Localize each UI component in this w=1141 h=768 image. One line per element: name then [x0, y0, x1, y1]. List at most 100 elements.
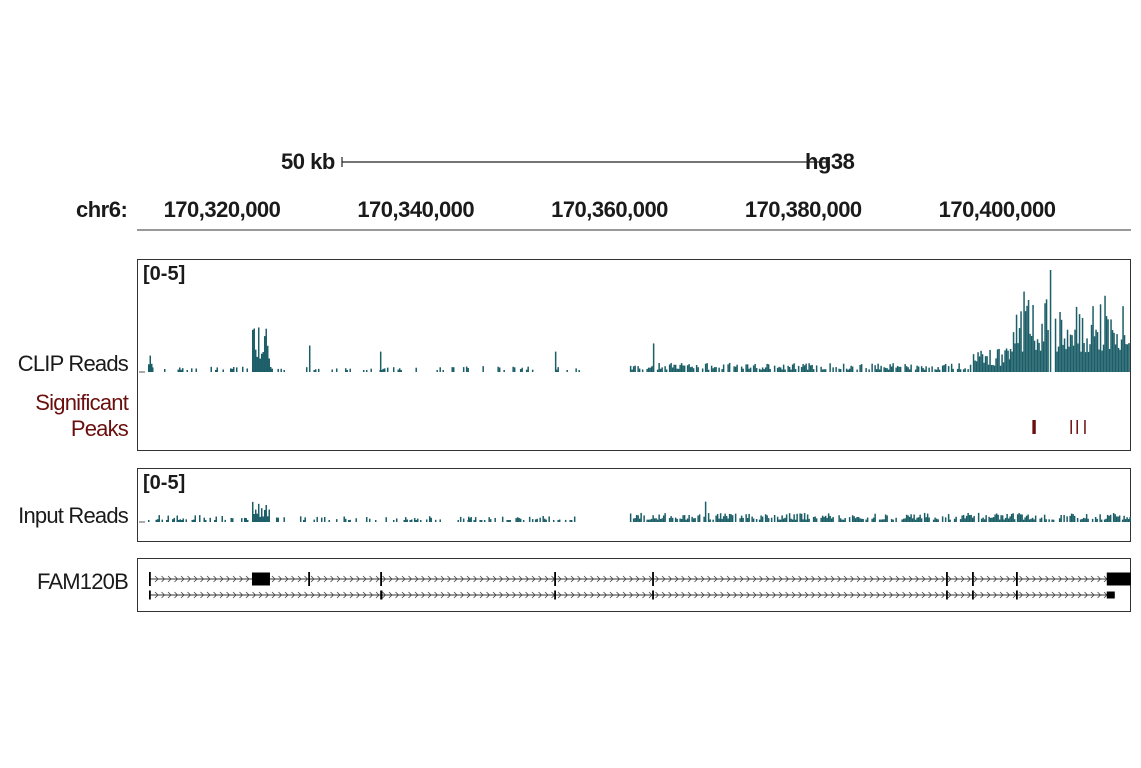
input-signal-bar — [892, 519, 894, 522]
input-signal-bar — [404, 517, 407, 522]
strand-arrow-icon — [876, 575, 881, 583]
strand-arrow-icon — [440, 575, 445, 583]
clip-signal-bar — [839, 369, 842, 372]
clip-signal-bar — [935, 369, 938, 372]
strand-arrow-icon — [570, 575, 575, 583]
strand-arrow-icon — [1038, 591, 1043, 599]
strand-arrow-icon — [778, 591, 783, 599]
strand-arrow-icon — [915, 591, 920, 599]
strand-arrow-icon — [869, 591, 874, 599]
strand-arrow-icon — [869, 575, 874, 583]
strand-arrow-icon — [356, 575, 361, 583]
strand-arrow-icon — [720, 575, 725, 583]
exon — [652, 572, 654, 586]
strand-arrow-icon — [856, 591, 861, 599]
input-signal-bar — [179, 519, 181, 522]
strand-arrow-icon — [479, 591, 484, 599]
strand-arrow-icon — [876, 591, 881, 599]
clip-signal-bar — [656, 369, 659, 372]
input-signal-bar — [881, 519, 884, 522]
clip-signal-bar — [1038, 342, 1040, 372]
strand-arrow-icon — [362, 591, 367, 599]
clip-signal-bar — [346, 370, 348, 372]
input-signal-bar — [988, 516, 990, 522]
clip-signal-spike — [554, 351, 557, 372]
clip-signal-bar — [1119, 349, 1121, 372]
clip-signal-bar — [808, 363, 810, 372]
clip-signal-bar — [977, 352, 979, 372]
input-signal-bar — [221, 515, 223, 522]
strand-arrow-icon — [824, 575, 829, 583]
clip-signal-bar — [794, 369, 797, 372]
input-signal-bar — [662, 515, 665, 522]
input-range-label: [0-5] — [143, 472, 186, 494]
input-signal-bar — [516, 517, 519, 522]
input-signal-bar — [698, 514, 701, 522]
input-signal-bar — [983, 519, 986, 522]
strand-arrow-icon — [492, 591, 497, 599]
strand-arrow-icon — [499, 591, 504, 599]
input-signal-bar — [569, 520, 571, 522]
clip-signal-bar — [886, 368, 888, 372]
clip-signal-bar — [1029, 333, 1031, 372]
clip-signal-bar — [793, 363, 795, 372]
input-signal-bar — [802, 519, 804, 522]
exon — [1016, 590, 1018, 600]
strand-arrow-icon — [648, 575, 653, 583]
clip-signal-bar — [1077, 343, 1079, 372]
clip-signal-bar — [688, 364, 690, 372]
clip-signal-bar — [1063, 338, 1066, 372]
clip-signal-bar — [859, 364, 861, 372]
clip-signal-bar — [856, 369, 858, 372]
strand-arrow-icon — [1097, 575, 1102, 583]
input-signal-bar — [820, 517, 822, 522]
strand-arrow-icon — [505, 591, 510, 599]
strand-arrow-icon — [999, 591, 1004, 599]
strand-arrow-icon — [596, 575, 601, 583]
input-signal-bar — [204, 520, 207, 522]
clip-signal-bar — [519, 368, 522, 372]
clip-signal-bar — [722, 364, 725, 372]
input-signal-bar — [515, 518, 517, 522]
input-signal-bar — [253, 513, 255, 522]
clip-signal-bar — [512, 366, 514, 372]
strand-arrow-icon — [193, 591, 198, 599]
clip-signal-bar — [1023, 291, 1025, 372]
input-signal-bar — [385, 517, 387, 522]
clip-signal-bar — [767, 364, 770, 372]
clip-signal-bar — [964, 368, 966, 372]
strand-arrow-icon — [837, 575, 842, 583]
clip-signal-bar — [280, 368, 282, 372]
input-signal-bar — [1103, 519, 1106, 522]
clip-signal-bar — [850, 365, 852, 372]
clip-signal-bar — [1068, 346, 1070, 372]
strand-arrow-icon — [674, 575, 679, 583]
input-signal-bar — [313, 519, 315, 522]
input-signal-bar — [755, 519, 758, 522]
clip-signal-bar — [1120, 339, 1123, 372]
strand-arrow-icon — [232, 591, 237, 599]
input-signal-bar — [824, 515, 827, 522]
clip-signal-bar — [800, 366, 803, 372]
input-signal-bar — [955, 516, 957, 522]
clip-signal-bar — [984, 356, 987, 372]
clip-signal-bar — [776, 367, 779, 372]
clip-signal-bar — [907, 367, 909, 372]
clip-signal-bar — [649, 367, 651, 372]
input-signal-bar — [866, 517, 869, 522]
input-signal-bar — [637, 515, 639, 522]
input-signal-bar — [1012, 513, 1014, 522]
input-signal-bar — [664, 513, 666, 522]
strand-arrow-icon — [382, 575, 387, 583]
strand-arrow-icon — [934, 575, 939, 583]
input-signal-bar — [842, 519, 845, 522]
clip-signal-bar — [947, 366, 950, 372]
clip-signal-bar — [683, 365, 686, 372]
input-signal-bar — [853, 516, 855, 522]
clip-signal-bar — [895, 367, 897, 372]
strand-arrow-icon — [187, 591, 192, 599]
strand-arrow-icon — [1084, 591, 1089, 599]
clip-signal-bar — [1123, 335, 1126, 372]
strand-arrow-icon — [713, 591, 718, 599]
clip-signal-bar — [392, 367, 395, 372]
